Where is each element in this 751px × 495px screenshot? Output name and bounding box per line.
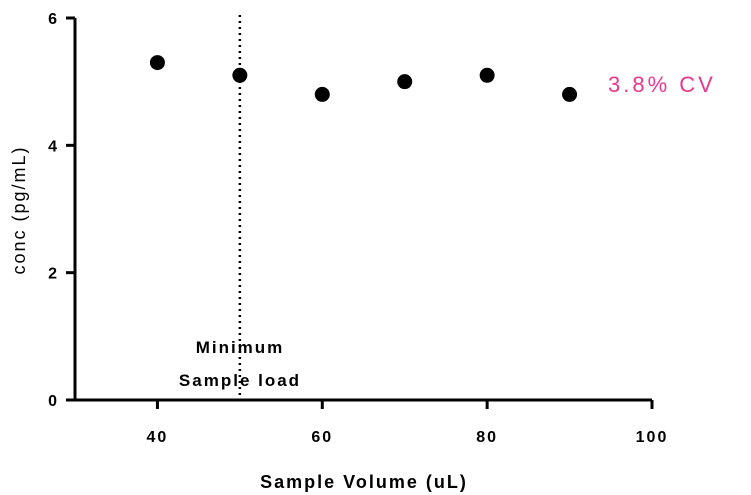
cv-annotation: 3.8% CV: [608, 72, 716, 97]
x-tick-label: 60: [311, 429, 333, 446]
x-tick-label: 100: [636, 429, 669, 446]
data-point: [397, 74, 413, 90]
x-tick-label: 80: [476, 429, 498, 446]
x-tick-label: 40: [147, 429, 169, 446]
y-ticks: 0 2 4 6: [48, 11, 75, 410]
data-points: [149, 55, 578, 102]
x-ticks: 40 60 80 100: [147, 400, 669, 446]
data-point: [314, 86, 330, 102]
y-tick-label: 6: [48, 11, 59, 28]
data-point: [149, 55, 165, 71]
y-tick-label: 2: [48, 266, 59, 283]
data-point: [479, 67, 495, 83]
x-axis-title: Sample Volume (uL): [260, 472, 468, 492]
data-point: [232, 67, 248, 83]
data-point: [562, 86, 578, 102]
annotation-minimum: Minimum: [196, 338, 285, 357]
y-tick-label: 4: [48, 138, 59, 155]
y-axis-title: conc (pg/mL): [9, 145, 29, 274]
annotation-sample-load: Sample load: [179, 371, 301, 390]
y-tick-label: 0: [48, 393, 59, 410]
